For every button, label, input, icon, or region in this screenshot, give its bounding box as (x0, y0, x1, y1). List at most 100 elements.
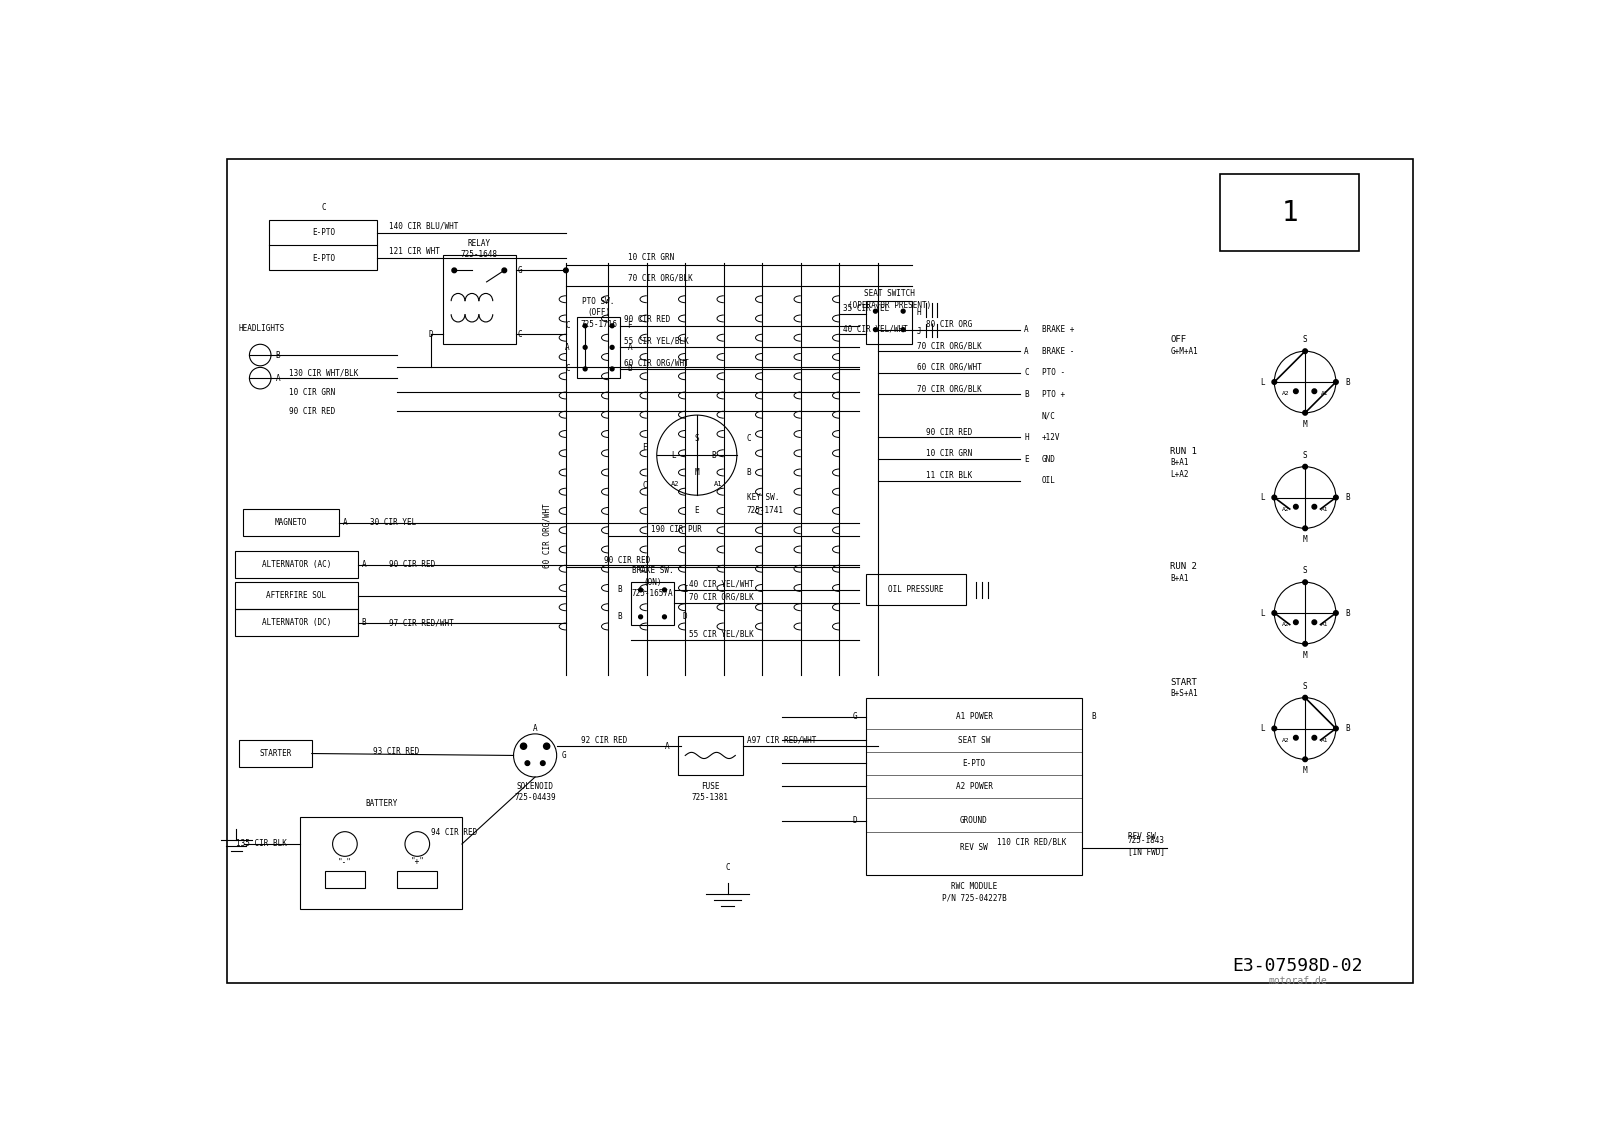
Circle shape (901, 328, 906, 331)
Circle shape (451, 268, 456, 272)
Text: 55 CIR YEL/BLK: 55 CIR YEL/BLK (624, 337, 688, 346)
Circle shape (874, 328, 877, 331)
Text: 725-1657A: 725-1657A (632, 589, 674, 598)
Circle shape (1312, 620, 1317, 625)
Text: C: C (322, 202, 326, 211)
Text: C: C (517, 330, 522, 339)
Circle shape (584, 324, 587, 328)
Text: C: C (747, 434, 752, 443)
Text: A: A (565, 342, 570, 351)
Bar (301, 817, 462, 910)
Circle shape (1272, 727, 1277, 731)
Text: RUN 2: RUN 2 (1170, 563, 1197, 572)
Text: A1: A1 (1320, 738, 1328, 742)
Text: 70 CIR ORG/BLK: 70 CIR ORG/BLK (917, 384, 982, 393)
Bar (866, 697, 1082, 875)
Text: E-PTO: E-PTO (312, 253, 334, 262)
Text: S: S (1302, 566, 1307, 575)
Text: 725-1843: 725-1843 (1128, 836, 1165, 844)
Text: "-": "-" (338, 858, 352, 867)
Text: (OPERATOR PRESENT): (OPERATOR PRESENT) (848, 301, 931, 310)
Text: E: E (694, 506, 699, 515)
Circle shape (1302, 580, 1307, 584)
Text: A: A (362, 560, 366, 570)
Text: 70 CIR ORG/BLK: 70 CIR ORG/BLK (690, 592, 754, 601)
Circle shape (1312, 504, 1317, 508)
Text: P/N 725-04227B: P/N 725-04227B (942, 894, 1006, 903)
Text: BRAKE +: BRAKE + (1042, 325, 1074, 334)
Text: G: G (517, 266, 522, 275)
Text: B: B (1346, 377, 1350, 386)
Text: A1: A1 (1320, 391, 1328, 395)
Circle shape (1293, 736, 1298, 740)
Text: 60 CIR ORG/WHT: 60 CIR ORG/WHT (917, 363, 982, 372)
Circle shape (1272, 610, 1277, 616)
Text: "+": "+" (410, 858, 424, 867)
Text: A2 POWER: A2 POWER (955, 782, 992, 791)
Bar (866, 574, 966, 606)
Text: OFF: OFF (1170, 336, 1187, 345)
Text: D: D (429, 330, 434, 339)
Text: 110 CIR RED/BLK: 110 CIR RED/BLK (997, 837, 1067, 846)
Text: +12V: +12V (1042, 433, 1061, 442)
Text: REV SW: REV SW (1128, 832, 1155, 841)
Text: C: C (565, 364, 570, 373)
Circle shape (1302, 525, 1307, 531)
Text: 92 CIR RED: 92 CIR RED (581, 736, 627, 745)
Circle shape (563, 268, 568, 272)
Text: PTO +: PTO + (1042, 390, 1066, 399)
Text: B: B (712, 451, 717, 460)
Circle shape (1302, 695, 1307, 699)
Text: 135 CIR BLK: 135 CIR BLK (237, 840, 288, 849)
Circle shape (1302, 464, 1307, 469)
Text: 70 CIR ORG/BLK: 70 CIR ORG/BLK (627, 273, 693, 282)
Text: G: G (562, 751, 566, 760)
Text: E3-07598D-02: E3-07598D-02 (1232, 957, 1363, 975)
Text: C: C (642, 481, 646, 490)
Text: B: B (1346, 493, 1350, 502)
Text: BRAKE SW.: BRAKE SW. (632, 566, 674, 575)
Bar (632, 582, 674, 625)
Text: 725-04439: 725-04439 (514, 793, 555, 802)
Circle shape (1272, 495, 1277, 499)
Text: A2: A2 (1282, 391, 1290, 395)
Text: D: D (683, 612, 688, 622)
Text: S: S (694, 434, 699, 443)
Text: S: S (1302, 681, 1307, 690)
Text: 190 CIR PUR: 190 CIR PUR (651, 525, 701, 534)
Text: F: F (642, 443, 646, 452)
Bar (443, 255, 515, 344)
Text: 121 CIR WHT: 121 CIR WHT (389, 246, 440, 255)
Text: 10 CIR GRN: 10 CIR GRN (926, 449, 973, 458)
Text: A2: A2 (1282, 506, 1290, 512)
Text: 93 CIR RED: 93 CIR RED (373, 747, 419, 756)
Circle shape (1302, 410, 1307, 415)
Text: C: C (565, 321, 570, 330)
Circle shape (1293, 389, 1298, 393)
Text: S: S (1302, 336, 1307, 345)
Text: 90 CIR RED: 90 CIR RED (389, 560, 435, 570)
Text: L+A2: L+A2 (1170, 470, 1189, 479)
Text: E-PTO: E-PTO (963, 758, 986, 767)
Text: L: L (1261, 493, 1266, 502)
Circle shape (1333, 727, 1338, 731)
Text: MAGNETO: MAGNETO (275, 518, 307, 527)
Text: A: A (533, 724, 538, 733)
Text: RWC MODULE: RWC MODULE (950, 881, 997, 890)
Circle shape (1293, 504, 1298, 508)
Text: FUSE: FUSE (701, 782, 720, 791)
Text: 80 CIR ORG: 80 CIR ORG (926, 320, 973, 329)
Text: 725-1741: 725-1741 (747, 506, 784, 515)
Text: S: S (1302, 451, 1307, 460)
Circle shape (638, 615, 643, 619)
Text: KEY SW.: KEY SW. (747, 493, 779, 502)
Text: B: B (747, 468, 752, 477)
Text: 90 CIR RED: 90 CIR RED (926, 427, 973, 436)
Circle shape (584, 346, 587, 349)
Circle shape (1333, 380, 1338, 384)
Text: SEAT SW: SEAT SW (958, 736, 990, 745)
Text: M: M (1302, 536, 1307, 545)
Text: G+M+A1: G+M+A1 (1170, 347, 1198, 356)
Text: BATTERY: BATTERY (365, 799, 397, 808)
Text: A1: A1 (1320, 622, 1328, 627)
